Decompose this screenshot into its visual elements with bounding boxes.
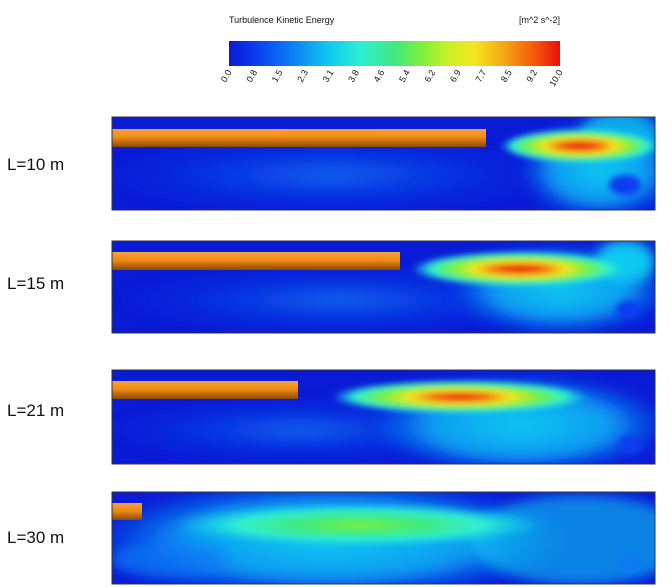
domain-frame [111,369,656,465]
colorbar-tick-label: 7.7 [473,68,488,84]
colorbar-ticks: 0.0 0.8 1.5 2.3 3.1 3.8 4.6 5.4 6.2 6.9 7.7 8.5 9.2 1… [219,68,565,88]
colorbar-tick-label: 8.5 [499,68,514,84]
colorbar-tick-label: 1.5 [270,68,285,84]
colorbar-tick-label: 3.8 [346,68,361,84]
pipe [112,381,298,399]
colorbar-tick-label: 10.0 [547,68,564,88]
colorbar-tick-label: 9.2 [524,68,539,84]
domain-frame [111,116,656,211]
colorbar-tick-label: 0.0 [219,68,234,84]
panel-label: L=21 m [7,401,64,420]
contour-field [112,241,655,333]
panel-l30: L=30 m [7,491,656,585]
colorbar-tick-label: 2.3 [295,68,310,84]
panel-label: L=10 m [7,155,64,174]
panel-l21: L=21 m [7,369,656,465]
panel-label: L=15 m [7,274,64,293]
domain-frame [111,491,656,585]
legend-title: Turbulence Kinetic Energy [229,15,335,25]
colorbar-tick-label: 6.2 [423,68,438,84]
contour-field [112,370,655,464]
panel-label: L=30 m [7,528,64,547]
panel-l10: L=10 m [7,116,656,211]
contour-field [112,117,655,210]
contour-field [112,492,655,584]
colorbar-tick-label: 5.4 [397,68,412,84]
legend-unit: [m^2 s^-2] [519,15,560,25]
colorbar-tick-label: 0.8 [244,68,259,84]
pipe [112,503,142,520]
panel-l15: L=15 m [7,240,656,334]
colorbar-tick-label: 4.6 [372,68,387,84]
domain-frame [111,240,656,334]
colorbar-tick-label: 3.1 [321,68,336,84]
colorbar-tick-label: 6.9 [448,68,463,84]
colorbar [229,41,560,66]
pipe [112,252,400,270]
colorbar-legend: Turbulence Kinetic Energy [m^2 s^-2] 0.0… [219,15,565,88]
pipe [112,129,486,147]
